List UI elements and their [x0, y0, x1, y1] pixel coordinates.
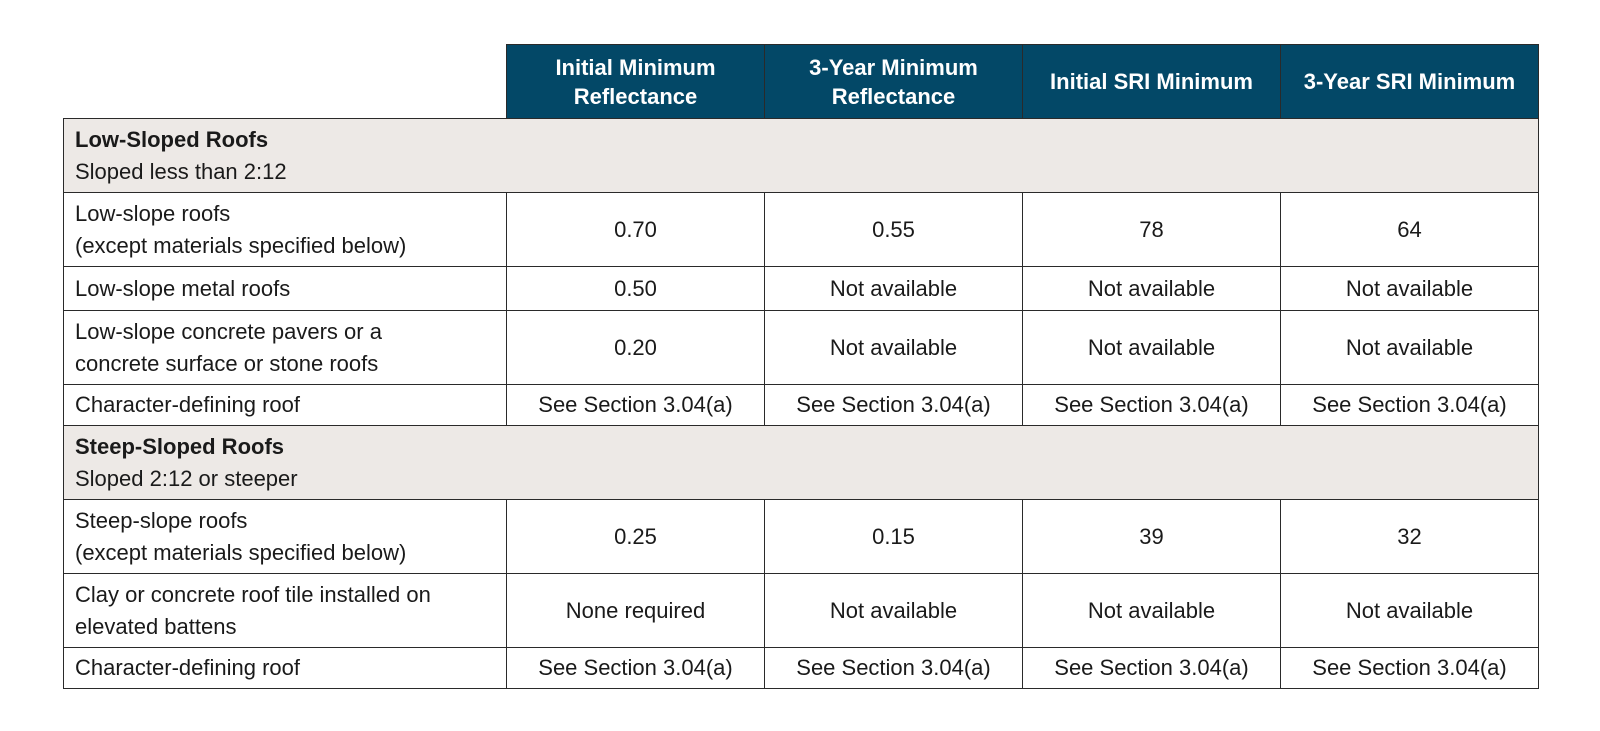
row-label-line: Low-slope concrete pavers or a — [75, 318, 382, 344]
cell-initial-sri-min: See Section 3.04(a) — [1022, 647, 1281, 689]
row-label-line: Steep-slope roofs — [75, 507, 248, 533]
table-body: Low-Sloped Roofs Sloped less than 2:12 Low… — [63, 118, 1539, 689]
cell-initial-min-reflectance: 0.25 — [506, 499, 765, 574]
section-header-row: Low-Sloped Roofs Sloped less than 2:12 — [63, 118, 1539, 193]
cell-initial-min-reflectance: See Section 3.04(a) — [506, 647, 765, 689]
cell-initial-sri-min: Not available — [1022, 310, 1281, 385]
header-row: Initial Minimum Reflectance 3-Year Minim… — [64, 44, 1539, 119]
cell-initial-sri-min: See Section 3.04(a) — [1022, 384, 1281, 426]
row-label-line: Character-defining roof — [75, 655, 301, 680]
cell-initial-sri-min: 78 — [1022, 192, 1281, 267]
roof-reflectance-table: Initial Minimum Reflectance 3-Year Minim… — [63, 44, 1539, 689]
cell-3yr-sri-min: Not available — [1280, 310, 1539, 385]
row-label-line: elevated battens — [75, 613, 237, 639]
row-label-line: Clay or concrete roof tile installed on — [75, 581, 431, 607]
cell-initial-min-reflectance: See Section 3.04(a) — [506, 384, 765, 426]
row-label-line: (except materials specified below) — [75, 232, 407, 258]
header-3yr-sri-min: 3-Year SRI Minimum — [1280, 44, 1539, 119]
row-label-cell: Low-slope concrete pavers or a concrete s… — [63, 310, 507, 385]
table-row: Steep-slope roofs (except materials speci… — [63, 499, 1539, 574]
cell-3yr-sri-min: 32 — [1280, 499, 1539, 574]
section-header-row: Steep-Sloped Roofs Sloped 2:12 or steeper — [63, 425, 1539, 500]
cell-3yr-min-reflectance: Not available — [764, 310, 1023, 385]
row-label-cell: Character-defining roof — [63, 647, 507, 689]
header-initial-min-reflectance: Initial Minimum Reflectance — [506, 44, 765, 119]
cell-3yr-min-reflectance: 0.15 — [764, 499, 1023, 574]
row-label-line: (except materials specified below) — [75, 539, 407, 565]
row-label-cell: Low-slope roofs (except materials specifi… — [63, 192, 507, 267]
cell-3yr-min-reflectance: Not available — [764, 266, 1023, 311]
section-header-cell: Low-Sloped Roofs Sloped less than 2:12 — [63, 118, 1539, 193]
section-subtitle: Sloped 2:12 or steeper — [75, 465, 298, 491]
row-label-line: Low-slope metal roofs — [75, 275, 291, 301]
section-title: Steep-Sloped Roofs — [75, 433, 285, 459]
section-subtitle: Sloped less than 2:12 — [75, 158, 287, 184]
table-row: Low-slope roofs (except materials specifi… — [63, 192, 1539, 267]
cell-initial-min-reflectance: 0.50 — [506, 266, 765, 311]
section-header-cell: Steep-Sloped Roofs Sloped 2:12 or steeper — [63, 425, 1539, 500]
cell-3yr-min-reflectance: 0.55 — [764, 192, 1023, 267]
cell-initial-sri-min: 39 — [1022, 499, 1281, 574]
cell-initial-min-reflectance: None required — [506, 573, 765, 648]
cell-3yr-min-reflectance: Not available — [764, 573, 1023, 648]
section-title: Low-Sloped Roofs — [75, 126, 269, 152]
cell-initial-min-reflectance: 0.70 — [506, 192, 765, 267]
cell-3yr-sri-min: 64 — [1280, 192, 1539, 267]
header-corner-blank — [64, 45, 507, 119]
cell-3yr-sri-min: See Section 3.04(a) — [1280, 384, 1539, 426]
header-initial-sri-min: Initial SRI Minimum — [1022, 44, 1281, 119]
cell-3yr-sri-min: See Section 3.04(a) — [1280, 647, 1539, 689]
cell-3yr-min-reflectance: See Section 3.04(a) — [764, 647, 1023, 689]
row-label-cell: Clay or concrete roof tile installed on e… — [63, 573, 507, 648]
cell-initial-sri-min: Not available — [1022, 266, 1281, 311]
cell-3yr-sri-min: Not available — [1280, 573, 1539, 648]
table-row: Low-slope metal roofs 0.50 Not available No… — [63, 266, 1539, 311]
cell-initial-sri-min: Not available — [1022, 573, 1281, 648]
cell-3yr-sri-min: Not available — [1280, 266, 1539, 311]
row-label-cell: Character-defining roof — [63, 384, 507, 426]
header-3yr-min-reflectance: 3-Year Minimum Reflectance — [764, 44, 1023, 119]
table-row: Low-slope concrete pavers or a concrete s… — [63, 310, 1539, 385]
table-row: Character-defining roof See Section 3.04(… — [63, 384, 1539, 426]
table-row: Character-defining roof See Section 3.04(… — [63, 647, 1539, 689]
row-label-cell: Low-slope metal roofs — [63, 266, 507, 311]
row-label-cell: Steep-slope roofs (except materials speci… — [63, 499, 507, 574]
row-label-line: Low-slope roofs — [75, 200, 231, 226]
row-label-line: Character-defining roof — [75, 392, 301, 417]
cell-initial-min-reflectance: 0.20 — [506, 310, 765, 385]
table-header: Initial Minimum Reflectance 3-Year Minim… — [64, 44, 1539, 119]
row-label-line: concrete surface or stone roofs — [75, 350, 379, 376]
cell-3yr-min-reflectance: See Section 3.04(a) — [764, 384, 1023, 426]
table-row: Clay or concrete roof tile installed on e… — [63, 573, 1539, 648]
